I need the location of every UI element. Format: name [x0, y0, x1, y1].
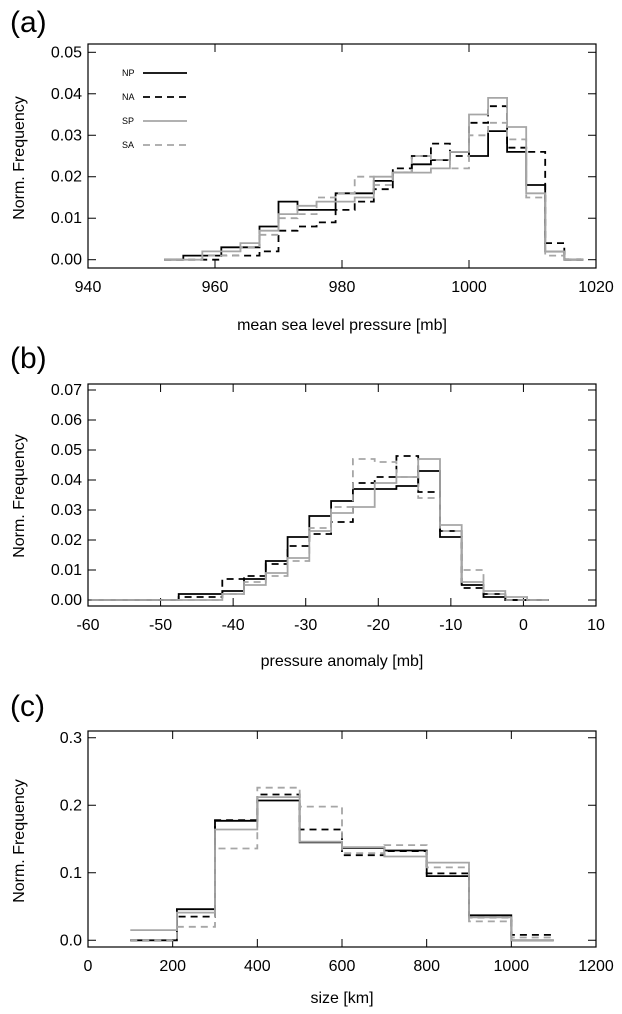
y-tick-label: 0.04 — [51, 472, 82, 489]
x-tick-label: 800 — [413, 958, 440, 975]
y-tick-label: 0.01 — [51, 562, 82, 579]
panel-b: (b) Norm. Frequency pressure anomaly [mb… — [10, 342, 605, 670]
y-tick-label: 0.00 — [51, 252, 82, 269]
y-tick-label: 0.0 — [60, 932, 82, 949]
series-line-np — [91, 470, 549, 601]
series-line-sp — [130, 796, 554, 942]
x-tick-label: 1000 — [451, 279, 487, 296]
legend-label-sa: SA — [122, 140, 134, 150]
y-tick-label: 0.03 — [51, 502, 82, 519]
x-tick-label: -40 — [222, 617, 245, 634]
plot-frame — [87, 43, 597, 269]
legend: NP NA SP SA — [122, 68, 187, 150]
y-tick-label: 0.1 — [60, 865, 82, 882]
y-tick-label: 0.01 — [51, 210, 82, 227]
panel-label: (a) — [10, 6, 47, 39]
series-line-na — [91, 455, 549, 601]
y-axis-label: Norm. Frequency — [11, 434, 28, 558]
series-line-sa — [164, 121, 584, 261]
panel-label: (b) — [10, 342, 47, 375]
series-line-na — [130, 793, 554, 942]
x-tick-label: 0 — [519, 617, 528, 634]
x-tick-label: 600 — [329, 958, 356, 975]
x-tick-label: 1000 — [494, 958, 530, 975]
x-tick-label: 1020 — [578, 279, 614, 296]
panel-a: (a) Norm. Frequency mean sea level press… — [10, 6, 614, 334]
panel-c: (c) Norm. Frequency size [km] 0 200 400 600… — [10, 690, 614, 1007]
x-tick-label: 200 — [159, 958, 186, 975]
x-tick-label: 1200 — [578, 958, 614, 975]
y-tick-label: 0.2 — [60, 797, 82, 814]
x-tick-label: -50 — [149, 617, 172, 634]
series-line-sp — [91, 458, 549, 601]
x-tick-label: 0 — [84, 958, 93, 975]
y-tick-label: 0.02 — [51, 169, 82, 186]
x-tick-label: 980 — [329, 279, 356, 296]
legend-label-sp: SP — [122, 116, 134, 126]
x-tick-label: -30 — [294, 617, 317, 634]
series-line-na — [164, 105, 584, 261]
series-line-sa — [130, 786, 554, 942]
series-line-sp — [164, 97, 584, 261]
x-axis-label: size [km] — [310, 990, 373, 1007]
panel-label: (c) — [10, 690, 45, 723]
plot-lines — [91, 455, 549, 601]
y-tick-label: 0.07 — [51, 382, 82, 399]
y-axis-label: Norm. Frequency — [11, 96, 28, 220]
axis-ticks: -60 -50 -40 -30 -20 -10 0 10 0.00 0.01 0.02 0.03 0.0… — [51, 382, 605, 634]
y-tick-label: 0.05 — [51, 44, 82, 61]
x-tick-label: -10 — [439, 617, 462, 634]
plot-lines — [130, 786, 554, 942]
y-tick-label: 0.00 — [51, 592, 82, 609]
axis-ticks: 0 200 400 600 800 1000 1200 0.0 0.1 0.2 0.3 — [60, 730, 614, 975]
x-tick-label: 400 — [244, 958, 271, 975]
y-tick-label: 0.04 — [51, 86, 82, 103]
y-tick-label: 0.3 — [60, 730, 82, 747]
plot-frame — [87, 383, 597, 607]
series-line-sa — [91, 458, 549, 601]
y-tick-label: 0.05 — [51, 442, 82, 459]
plot-lines — [164, 97, 584, 261]
x-axis-label: mean sea level pressure [mb] — [237, 317, 447, 334]
y-tick-label: 0.03 — [51, 127, 82, 144]
x-tick-label: 10 — [587, 617, 605, 634]
legend-label-np: NP — [122, 68, 135, 78]
x-tick-label: 940 — [75, 279, 102, 296]
x-tick-label: 960 — [202, 279, 229, 296]
legend-label-na: NA — [122, 92, 135, 102]
x-tick-label: -20 — [367, 617, 390, 634]
axis-ticks: 940 960 980 1000 1020 0.00 0.01 0.02 0.03 0.04 0.0… — [51, 44, 614, 296]
plot-frame — [87, 730, 597, 948]
y-axis-label: Norm. Frequency — [11, 779, 28, 903]
y-tick-label: 0.06 — [51, 412, 82, 429]
x-tick-label: -60 — [76, 617, 99, 634]
y-tick-label: 0.02 — [51, 532, 82, 549]
x-axis-label: pressure anomaly [mb] — [261, 653, 424, 670]
